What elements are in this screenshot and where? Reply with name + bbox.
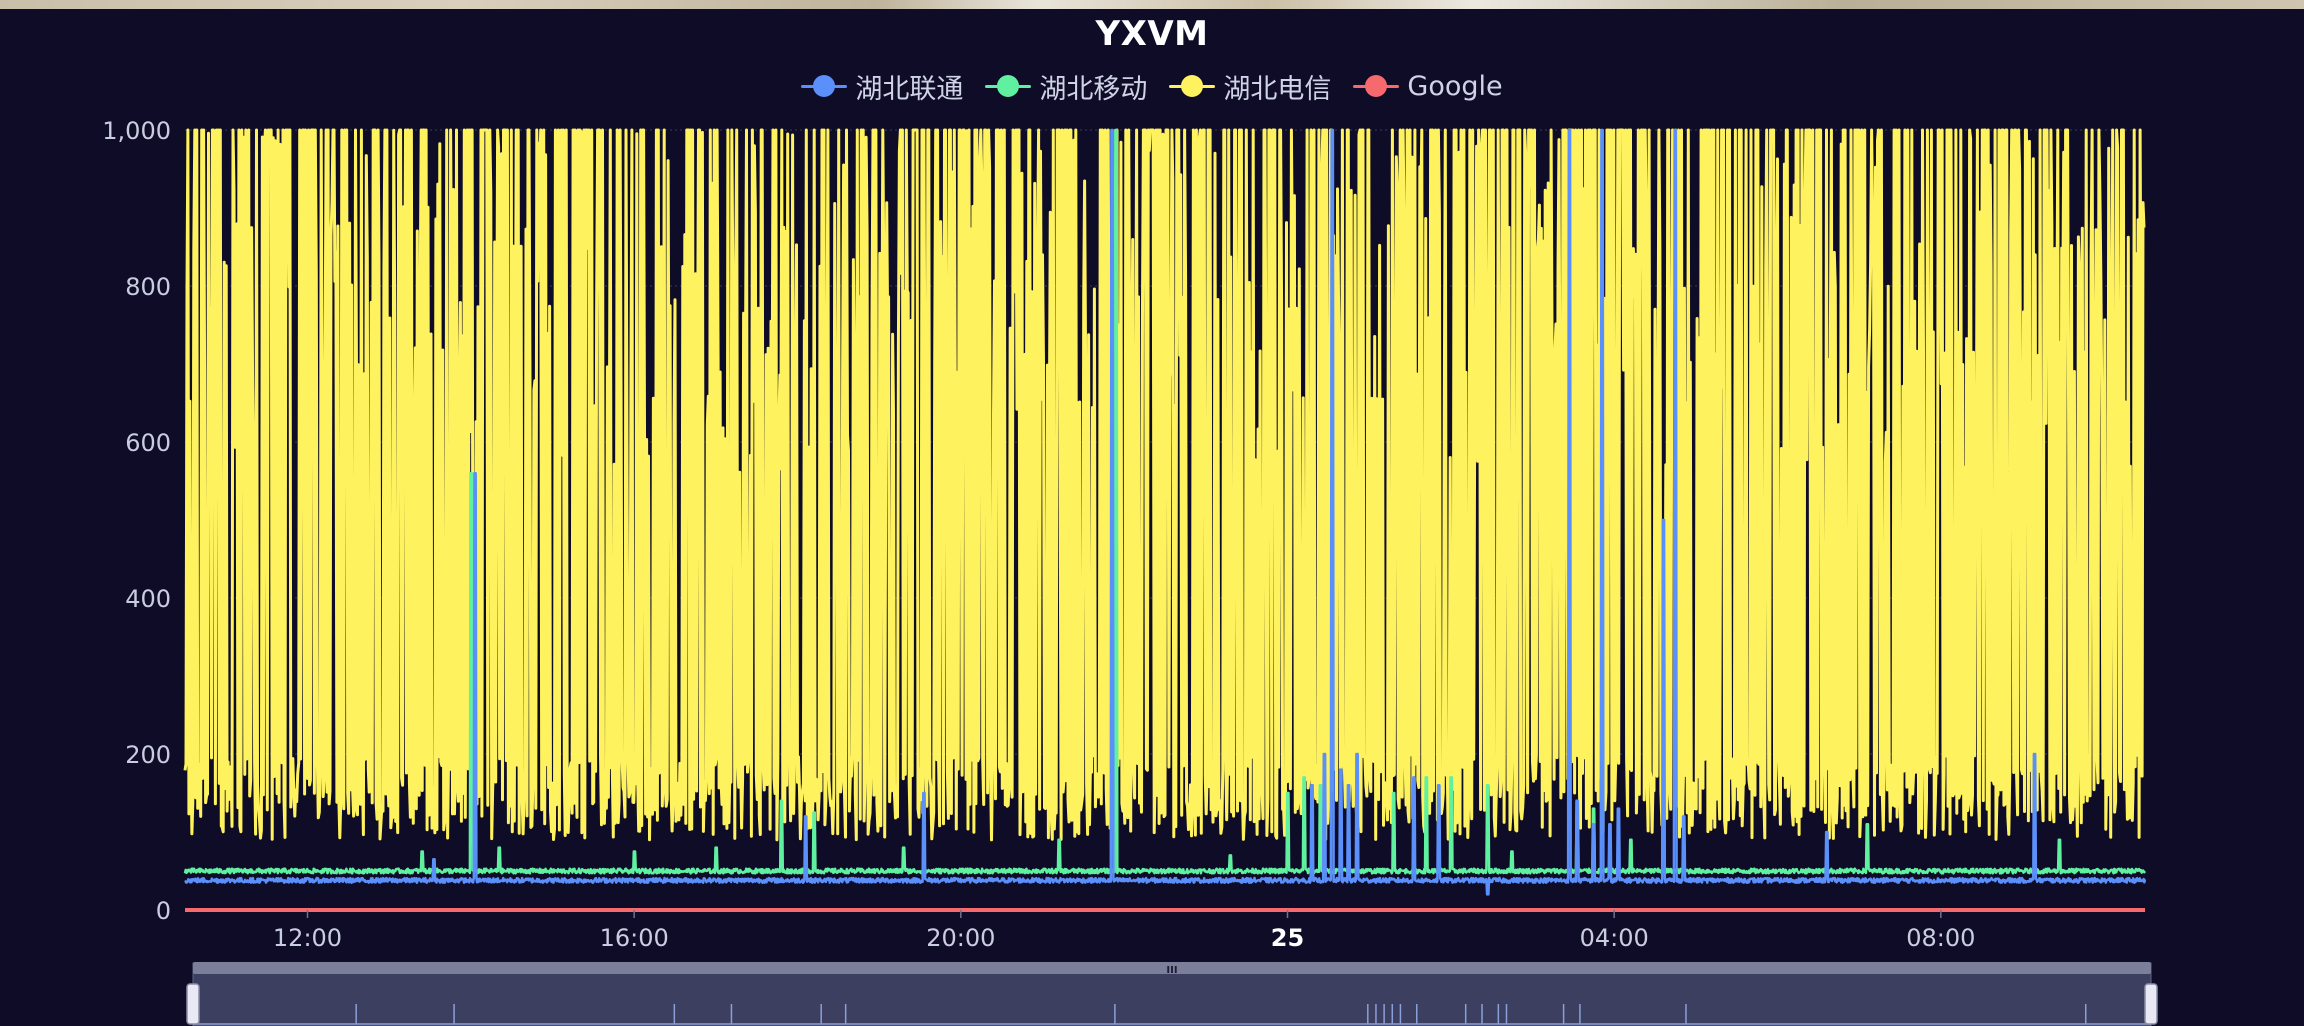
data-zoom-right-handle[interactable] — [2144, 983, 2158, 1025]
series-line-telecom — [183, 128, 2146, 842]
x-tick-label: 12:00 — [273, 924, 342, 952]
series-line-mobile — [183, 128, 2147, 875]
data-zoom-slider[interactable]: III — [186, 962, 2158, 1026]
legend-symbol-icon — [1169, 74, 1216, 98]
legend-label: Google — [1407, 70, 1503, 102]
background-photo-strip — [0, 0, 2304, 9]
y-tick-label: 1,000 — [102, 117, 171, 145]
legend-symbol-icon — [801, 74, 848, 98]
x-tick-label: 08:00 — [1906, 924, 1975, 952]
y-tick-label: 200 — [125, 741, 171, 769]
legend-item-series-0[interactable]: 湖北联通 — [801, 67, 963, 106]
y-tick-label: 600 — [125, 429, 171, 457]
y-tick-label: 800 — [125, 273, 171, 301]
data-zoom-left-handle[interactable] — [186, 983, 200, 1025]
legend-symbol-icon — [1353, 74, 1400, 98]
y-axis: 0 200 400 600 800 1,000 — [102, 117, 171, 925]
y-tick-label: 400 — [125, 585, 171, 613]
x-axis: 12:00 16:00 20:00 25 04:00 08:00 — [273, 910, 1975, 952]
legend-label: 湖北移动 — [1039, 73, 1148, 105]
x-tick-label: 16:00 — [600, 924, 669, 952]
x-tick-label: 04:00 — [1580, 924, 1649, 952]
legend-label: 湖北电信 — [1223, 73, 1332, 105]
legend-item-series-2[interactable]: 湖北电信 — [1169, 67, 1331, 106]
drag-grip-icon: III — [1166, 965, 1177, 976]
chart-legend: 湖北联通 湖北移动 湖北电信 Google — [0, 66, 2304, 106]
legend-item-series-3[interactable]: Google — [1353, 70, 1503, 102]
chart-title: YXVM — [1095, 14, 1209, 54]
legend-label: 湖北联通 — [855, 73, 964, 105]
legend-item-series-1[interactable]: 湖北移动 — [985, 67, 1147, 106]
y-tick-label: 0 — [156, 897, 171, 925]
x-tick-label: 25 — [1271, 924, 1304, 952]
series-line-unicom — [184, 128, 2147, 896]
series-lines — [183, 128, 2147, 912]
legend-symbol-icon — [985, 74, 1032, 98]
x-tick-label: 20:00 — [926, 924, 995, 952]
data-zoom-move-bar — [193, 962, 2151, 974]
